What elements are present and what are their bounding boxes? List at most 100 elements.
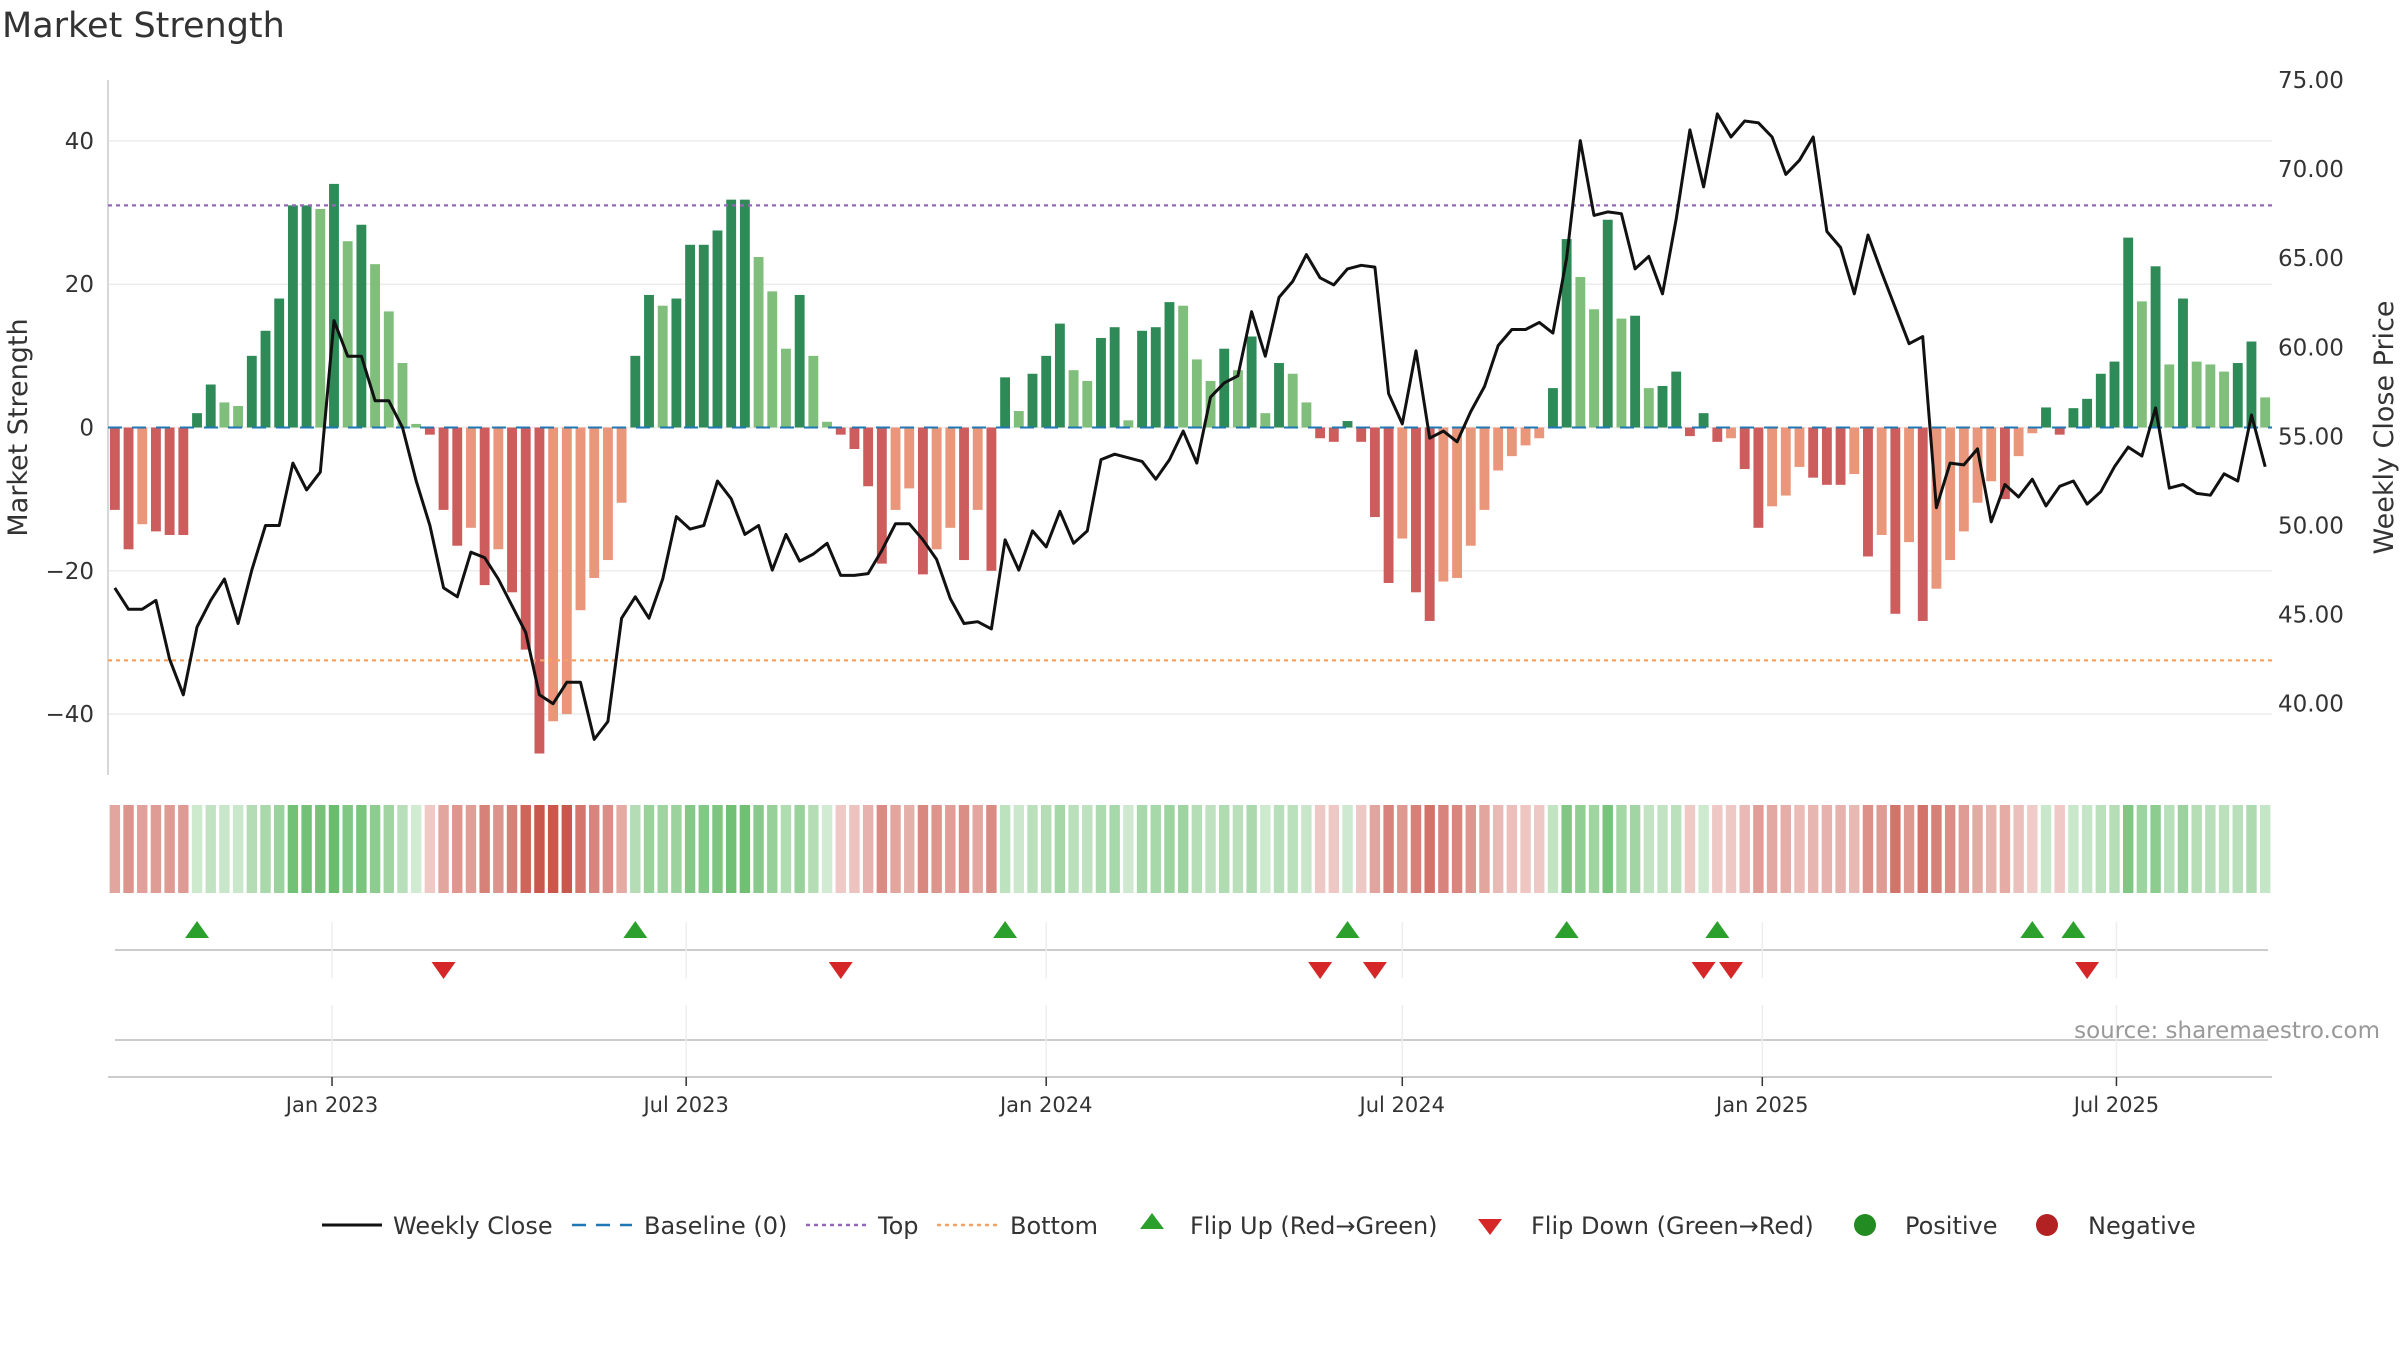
regime-cell: [301, 805, 312, 893]
regime-cell: [1986, 805, 1997, 893]
strength-bar: [931, 427, 942, 550]
source-label: source: sharemaestro.com: [2074, 1018, 2380, 1044]
strength-bar: [2178, 298, 2188, 428]
regime-cell: [137, 805, 148, 893]
strength-bar: [2013, 427, 2024, 457]
regime-cell: [315, 805, 326, 893]
regime-cell: [191, 805, 203, 893]
strength-bar: [493, 427, 504, 550]
regime-cell: [1465, 805, 1476, 893]
strength-bar: [959, 427, 969, 561]
strength-bar: [1465, 427, 1476, 546]
strength-bar: [1233, 370, 1243, 428]
regime-cell: [1287, 805, 1298, 893]
regime-cell: [1246, 805, 1257, 893]
strength-bar: [274, 298, 285, 428]
strength-bar: [561, 427, 572, 715]
strength-bar: [835, 427, 846, 435]
regime-cell: [1314, 805, 1326, 893]
strength-bar: [1438, 427, 1449, 582]
regime-cell: [1451, 805, 1463, 893]
regime-cell: [1328, 805, 1340, 893]
regime-cell: [1575, 805, 1586, 893]
legend-label-baseline: Baseline (0): [644, 1212, 787, 1240]
regime-cell: [1136, 805, 1148, 893]
regime-cell: [534, 805, 545, 893]
regime-cell: [1958, 805, 1970, 893]
legend-label-flip-down: Flip Down (Green→Red): [1531, 1212, 1814, 1240]
flip-up-marker: [993, 921, 1018, 938]
regime-cell: [2150, 805, 2161, 893]
regime-cell: [2232, 805, 2243, 893]
strength-bar: [822, 421, 832, 428]
strength-bar: [507, 427, 517, 593]
regime-cell: [1780, 805, 1791, 893]
regime-cell: [1821, 805, 1833, 893]
regime-cell: [1506, 805, 1518, 893]
strength-bar: [644, 294, 654, 428]
strength-bar: [2260, 397, 2271, 428]
regime-cell: [643, 805, 655, 893]
strength-bar: [1000, 377, 1011, 428]
strength-bar: [383, 311, 394, 428]
strength-bar: [534, 427, 545, 754]
y-left-axis-title: Market Strength: [3, 318, 34, 536]
x-tick-label: Jan 2023: [284, 1093, 379, 1117]
strength-bar: [164, 427, 175, 535]
strength-bar: [1780, 427, 1791, 496]
legend-swatch-flip-down: [1478, 1219, 1502, 1235]
regime-cell: [1383, 805, 1394, 893]
regime-cell: [205, 805, 216, 893]
regime-cell: [1671, 805, 1682, 893]
regime-cell: [1753, 805, 1764, 893]
regime-cell: [465, 805, 477, 893]
y-right-tick-label: 45.00: [2278, 603, 2344, 629]
regime-cell: [1835, 805, 1846, 893]
strength-bar: [2123, 237, 2134, 428]
strength-bar: [890, 427, 901, 510]
strength-bar: [1863, 427, 1873, 557]
regime-cell: [1890, 805, 1901, 893]
y-left-tick-label: 0: [79, 416, 94, 442]
strength-bar: [1767, 427, 1778, 507]
strength-bar: [575, 427, 586, 611]
strength-bar: [630, 355, 641, 428]
strength-bar: [1917, 427, 1928, 621]
strength-bar: [438, 427, 449, 510]
strength-bar: [1589, 309, 1599, 428]
strength-bar: [1082, 380, 1093, 428]
strength-bar: [1096, 337, 1106, 428]
regime-cell: [438, 805, 449, 893]
strength-bar: [2095, 373, 2106, 428]
strength-bar: [1493, 427, 1504, 471]
reference-lines: [108, 204, 2272, 662]
regime-cell: [2177, 805, 2189, 893]
x-axis: Jan 2023 Jul 2023 Jan 2024 Jul 2024 Jan 2025…: [108, 1076, 2272, 1117]
strength-bar: [1397, 427, 1408, 539]
legend-label-flip-up: Flip Up (Red→Green): [1190, 1212, 1438, 1240]
strength-bar: [657, 305, 668, 428]
strength-bar: [548, 427, 559, 722]
regime-cell: [1931, 805, 1942, 893]
strength-bar: [1109, 327, 1120, 428]
strength-bar: [192, 413, 202, 428]
legend-label-weekly-close: Weekly Close: [393, 1212, 553, 1240]
y-right-tick-label: 50.00: [2278, 514, 2344, 540]
strength-bar: [452, 427, 463, 546]
regime-cell: [356, 805, 367, 893]
strength-bar: [1301, 402, 1312, 428]
regime-cell: [1342, 805, 1353, 893]
regime-cell: [945, 805, 956, 893]
strength-bar: [904, 427, 915, 489]
strength-bar: [2136, 301, 2147, 428]
strength-bar: [1972, 427, 1983, 503]
strength-bar: [123, 427, 134, 550]
regime-cell: [1684, 805, 1696, 893]
strength-bar: [520, 427, 531, 650]
regime-cell: [1876, 805, 1887, 893]
strength-bar: [342, 241, 353, 428]
regime-cell: [342, 805, 353, 893]
regime-cell: [1355, 805, 1367, 893]
regime-cell: [506, 805, 518, 893]
